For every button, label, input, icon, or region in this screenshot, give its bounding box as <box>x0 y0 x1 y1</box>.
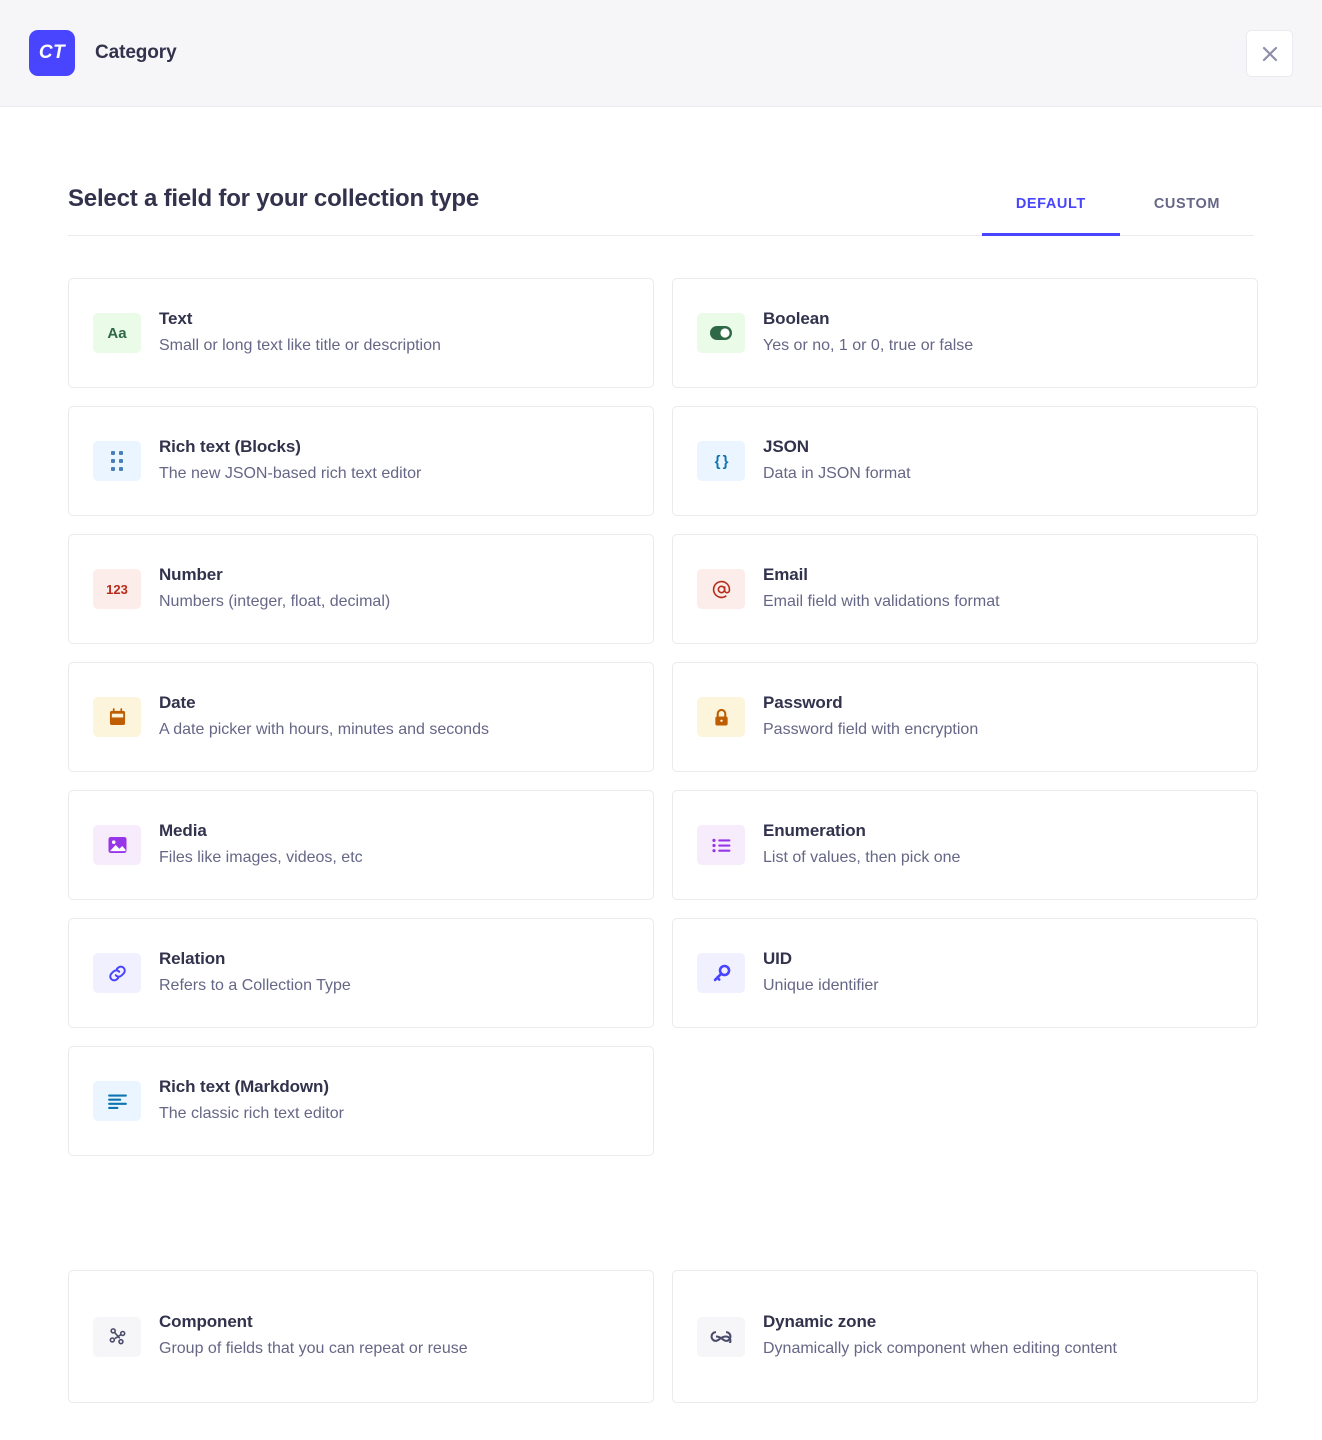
at-sign-icon <box>697 569 745 609</box>
field-name: Enumeration <box>763 820 866 840</box>
field-type-card[interactable]: Relation Refers to a Collection Type <box>68 918 654 1028</box>
field-type-card[interactable]: Password Password field with encryption <box>672 662 1258 772</box>
link-icon <box>93 953 141 993</box>
number-123-icon: 123 <box>93 569 141 609</box>
field-type-card[interactable]: Aa Text Small or long text like title or d… <box>68 278 654 388</box>
field-text-group: Text Small or long text like title or des… <box>159 309 441 358</box>
field-name: Text <box>159 308 193 328</box>
field-name: Component <box>159 1312 253 1331</box>
blocks-dots-icon <box>93 441 141 481</box>
align-left-icon <box>93 1081 141 1121</box>
field-description: Small or long text like title or descrip… <box>159 336 441 354</box>
page-title: Category <box>95 42 177 63</box>
field-name: Relation <box>159 948 226 968</box>
tab-list: DEFAULT CUSTOM <box>981 196 1254 236</box>
field-text-group: Email Email field with validations format <box>763 565 1000 614</box>
field-type-card[interactable]: Date A date picker with hours, minutes an… <box>68 662 654 772</box>
text-aa-icon: Aa <box>93 313 141 353</box>
field-description: Data in JSON format <box>763 464 911 482</box>
collection-type-badge: CT <box>29 30 75 76</box>
field-text-group: Date A date picker with hours, minutes an… <box>159 693 489 742</box>
field-text-group: Relation Refers to a Collection Type <box>159 949 351 998</box>
field-name: Dynamic zone <box>763 1312 877 1331</box>
field-type-grid: Aa Text Small or long text like title or d… <box>68 278 1258 1403</box>
field-text-group: Password Password field with encryption <box>763 693 978 742</box>
field-text-group: JSON Data in JSON format <box>763 437 911 486</box>
field-name: Rich text (Markdown) <box>159 1076 329 1096</box>
calendar-icon <box>93 697 141 737</box>
field-text-group: UID Unique identifier <box>763 949 879 998</box>
field-type-card[interactable]: Rich text (Markdown) The classic rich tex… <box>68 1046 654 1156</box>
field-type-card[interactable]: 123 Number Numbers (integer, float, decima… <box>68 534 654 644</box>
tab-custom[interactable]: CUSTOM <box>1153 196 1220 212</box>
infinity-icon <box>697 1316 745 1357</box>
section-spacer <box>68 1174 1258 1252</box>
close-icon <box>1262 46 1277 61</box>
field-text-group: Component Group of fields that you can re… <box>159 1312 468 1361</box>
field-description: The classic rich text editor <box>159 1104 344 1122</box>
field-text-group: Rich text (Markdown) The classic rich tex… <box>159 1077 344 1126</box>
list-icon <box>697 825 745 865</box>
field-description: List of values, then pick one <box>763 848 961 866</box>
field-description: Group of fields that you can repeat or r… <box>159 1340 468 1357</box>
field-text-group: Media Files like images, videos, etc <box>159 821 363 870</box>
field-name: Number <box>159 564 223 584</box>
field-name: Boolean <box>763 308 830 328</box>
close-button[interactable] <box>1246 30 1293 77</box>
field-description: The new JSON-based rich text editor <box>159 464 422 482</box>
field-description: Numbers (integer, float, decimal) <box>159 592 391 610</box>
field-type-card[interactable]: Enumeration List of values, then pick one <box>672 790 1258 900</box>
field-name: UID <box>763 948 792 968</box>
field-text-group: Number Numbers (integer, float, decimal) <box>159 565 390 614</box>
field-type-card[interactable]: Dynamic zone Dynamically pick component w… <box>672 1270 1258 1403</box>
tab-default[interactable]: DEFAULT <box>981 196 1120 236</box>
field-text-group: Rich text (Blocks) The new JSON-based ric… <box>159 437 421 486</box>
header-left-group: CT Category <box>29 30 177 76</box>
field-description: Yes or no, 1 or 0, true or false <box>763 336 974 354</box>
field-type-card[interactable]: Component Group of fields that you can re… <box>68 1270 654 1403</box>
field-description: Refers to a Collection Type <box>159 976 351 994</box>
modal-header: CT Category <box>0 0 1322 107</box>
field-description: Unique identifier <box>763 976 879 994</box>
field-description: Dynamically pick component when editing … <box>763 1340 1117 1357</box>
field-type-card[interactable]: { } JSON Data in JSON format <box>672 406 1258 516</box>
field-type-card[interactable]: Media Files like images, videos, etc <box>68 790 654 900</box>
field-description: Files like images, videos, etc <box>159 848 363 866</box>
field-type-card[interactable]: UID Unique identifier <box>672 918 1258 1028</box>
field-name: JSON <box>763 436 809 456</box>
section-title: Select a field for your collection type <box>68 185 479 212</box>
key-icon <box>697 953 745 993</box>
field-name: Email <box>763 564 808 584</box>
field-text-group: Enumeration List of values, then pick one <box>763 821 960 870</box>
field-name: Media <box>159 820 207 840</box>
field-text-group: Dynamic zone Dynamically pick component w… <box>763 1312 1117 1361</box>
field-description: Email field with validations format <box>763 592 1000 610</box>
field-description: A date picker with hours, minutes and se… <box>159 720 489 738</box>
modal-body: Select a field for your collection type … <box>0 107 1322 1403</box>
field-type-card[interactable]: Rich text (Blocks) The new JSON-based ric… <box>68 406 654 516</box>
field-name: Password <box>763 692 843 712</box>
field-text-group: Boolean Yes or no, 1 or 0, true or false <box>763 309 973 358</box>
field-type-card[interactable]: Boolean Yes or no, 1 or 0, true or false <box>672 278 1258 388</box>
field-name: Rich text (Blocks) <box>159 436 301 456</box>
field-name: Date <box>159 692 196 712</box>
field-description: Password field with encryption <box>763 720 979 738</box>
section-header: Select a field for your collection type … <box>68 185 1254 236</box>
field-type-card[interactable]: Email Email field with validations format <box>672 534 1258 644</box>
toggle-icon <box>697 313 745 353</box>
lock-icon <box>697 697 745 737</box>
image-icon <box>93 825 141 865</box>
braces-icon: { } <box>697 441 745 481</box>
component-node-icon <box>93 1316 141 1357</box>
